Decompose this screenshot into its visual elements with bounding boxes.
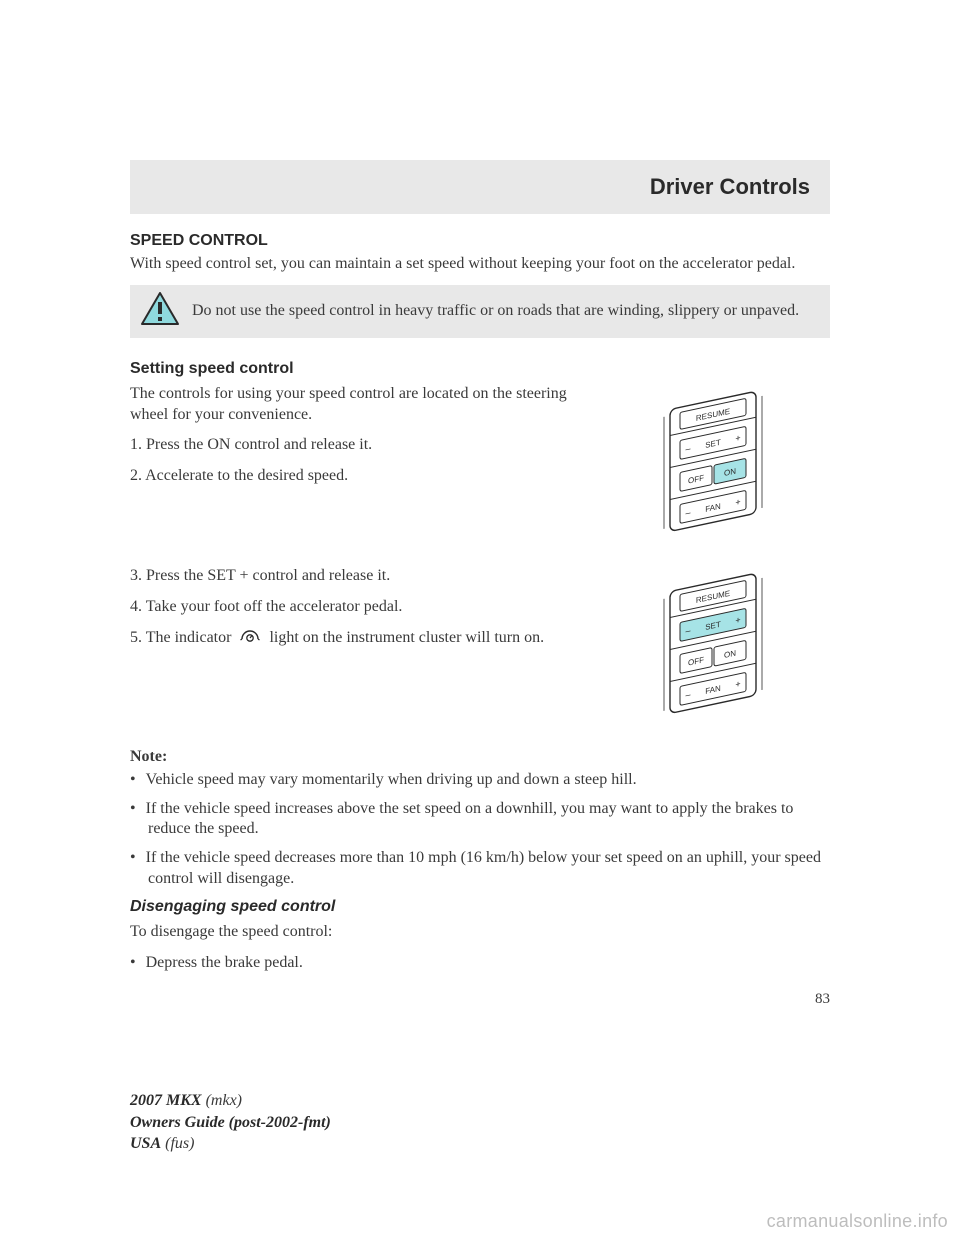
- note-bullet-1: Vehicle speed may vary momentarily when …: [130, 770, 830, 791]
- svg-text:+: +: [735, 614, 740, 625]
- section-header-bar: Driver Controls: [130, 160, 830, 214]
- disengage-bullet-list: Depress the brake pedal.: [130, 953, 830, 974]
- disengage-intro: To disengage the speed control:: [130, 922, 830, 943]
- svg-text:+: +: [735, 496, 740, 507]
- note-bullet-2: If the vehicle speed increases above the…: [130, 799, 830, 841]
- manual-page: Driver Controls SPEED CONTROL With speed…: [130, 160, 830, 1008]
- setting-p4: 3. Press the SET + control and release i…: [130, 566, 580, 587]
- steps-1-2-text: The controls for using your speed contro…: [130, 384, 580, 554]
- setting-p6b: light on the instrument cluster will tur…: [269, 629, 544, 646]
- section-header-title: Driver Controls: [650, 174, 810, 199]
- note-label: Note:: [130, 748, 830, 766]
- setting-p6a: 5. The indicator: [130, 629, 235, 646]
- svg-text:+: +: [735, 432, 740, 443]
- document-footer: 2007 MKX (mkx) Owners Guide (post-2002-f…: [130, 1090, 331, 1155]
- watermark-text: carmanualsonline.info: [767, 1211, 948, 1232]
- footer-model-code: (mkx): [202, 1092, 242, 1109]
- heading-disengaging: Disengaging speed control: [130, 898, 830, 916]
- steps-3-5-text: 3. Press the SET + control and release i…: [130, 566, 580, 736]
- note-bullet-3: If the vehicle speed decreases more than…: [130, 848, 830, 890]
- setting-p6: 5. The indicator light on the instrument…: [130, 627, 580, 650]
- control-diagram-set: RESUME – SET + OFF ON – FAN +: [600, 566, 830, 736]
- setting-p5: 4. Take your foot off the accelerator pe…: [130, 597, 580, 618]
- setting-p3: 2. Accelerate to the desired speed.: [130, 466, 580, 487]
- warning-triangle-icon: [140, 291, 180, 332]
- row-steps-1-2: The controls for using your speed contro…: [130, 384, 830, 554]
- cruise-indicator-icon: [239, 627, 261, 650]
- footer-model: 2007 MKX: [130, 1092, 202, 1109]
- setting-p2: 1. Press the ON control and release it.: [130, 435, 580, 456]
- warning-text: Do not use the speed control in heavy tr…: [192, 301, 799, 322]
- heading-setting-speed-control: Setting speed control: [130, 360, 830, 378]
- note-bullet-list: Vehicle speed may vary momentarily when …: [130, 770, 830, 890]
- warning-callout: Do not use the speed control in heavy tr…: [130, 285, 830, 338]
- row-steps-3-5: 3. Press the SET + control and release i…: [130, 566, 830, 736]
- intro-text: With speed control set, you can maintain…: [130, 254, 830, 275]
- page-number: 83: [130, 991, 830, 1008]
- footer-guide: Owners Guide (post-2002-fmt): [130, 1114, 331, 1131]
- svg-text:+: +: [735, 678, 740, 689]
- footer-region-code: (fus): [161, 1135, 194, 1152]
- control-diagram-on: RESUME – SET + OFF ON – FAN +: [600, 384, 830, 554]
- setting-p1: The controls for using your speed contro…: [130, 384, 580, 426]
- disengage-bullet-1: Depress the brake pedal.: [130, 953, 830, 974]
- heading-speed-control: SPEED CONTROL: [130, 232, 830, 250]
- footer-region: USA: [130, 1135, 161, 1152]
